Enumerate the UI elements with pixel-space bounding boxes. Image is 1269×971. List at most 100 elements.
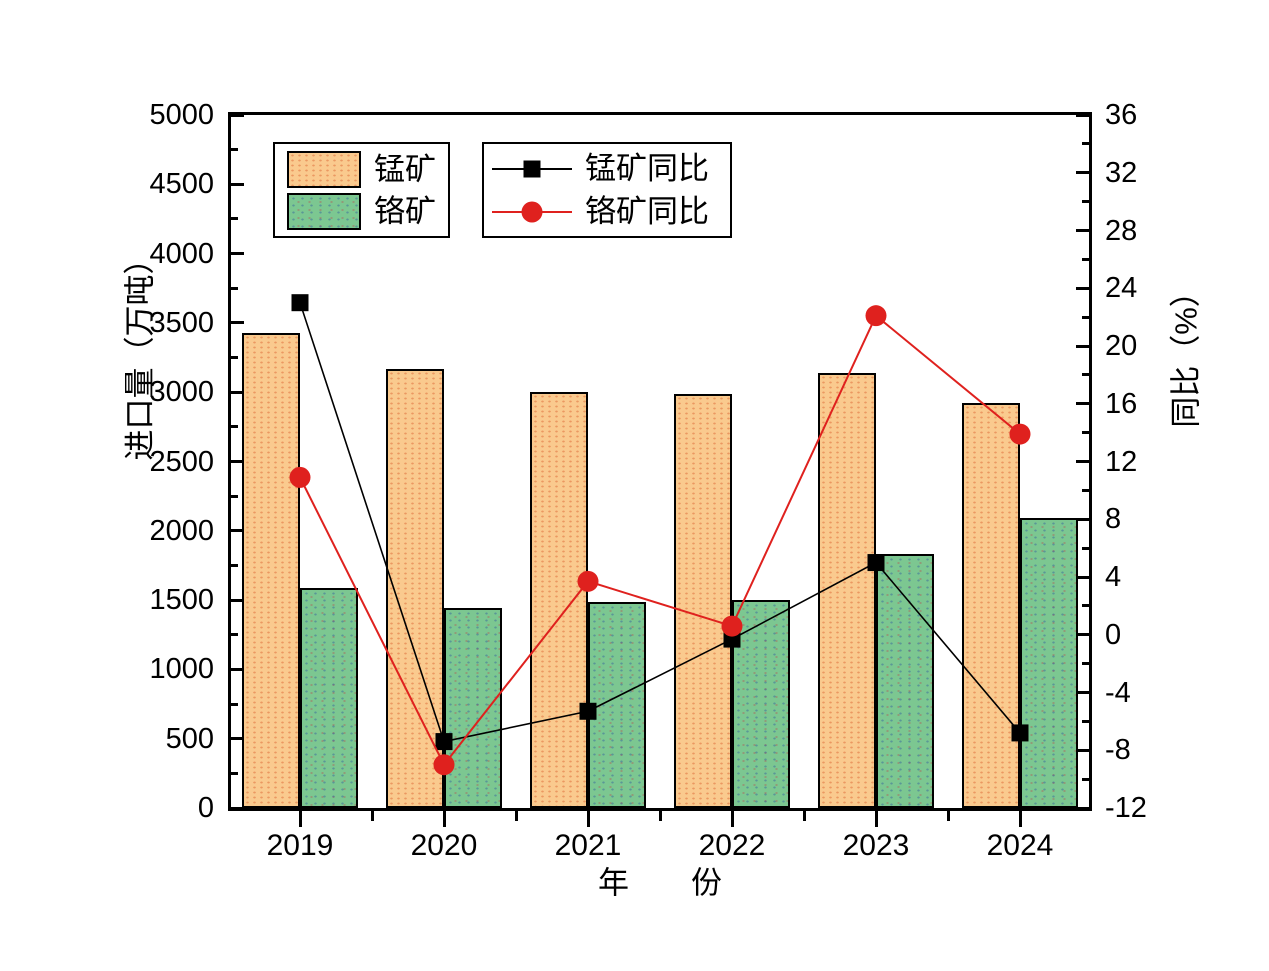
y-left-tick-1000 — [231, 667, 244, 671]
y-left-tick-0 — [231, 806, 244, 810]
y-right-tick--2 — [1082, 662, 1089, 666]
y-right-tick-18 — [1082, 373, 1089, 377]
legend-lines: 锰矿同比 铬矿同比 — [482, 142, 732, 238]
y-right-tick-12 — [1076, 460, 1089, 463]
y-left-tick-1750 — [231, 563, 238, 567]
y-left-tick-5000 — [231, 113, 244, 117]
y-axis-title-right: 同比（%） — [1168, 276, 1204, 428]
y-left-tick-label-4000: 4000 — [149, 237, 214, 270]
y-left-tick-2250 — [231, 494, 238, 498]
y-right-tick-label-28: 28 — [1105, 214, 1138, 247]
legend-line-square-marker-icon — [492, 157, 572, 181]
bar-manganese-2019 — [242, 333, 300, 808]
legend-line-circle-marker-icon — [492, 200, 572, 224]
y-left-tick-4500 — [231, 182, 244, 186]
bar-chromium-2019 — [300, 587, 358, 808]
legend-row-chromium: 铬矿 — [287, 192, 448, 230]
y-left-tick-4750 — [231, 148, 238, 152]
legend-swatch-chromium-icon — [287, 192, 361, 230]
y-left-tick-label-500: 500 — [165, 722, 214, 755]
legend-label-chromium: 铬矿 — [374, 193, 436, 229]
bar-manganese-2021 — [530, 392, 588, 808]
y-right-tick-label-8: 8 — [1105, 503, 1122, 536]
x-tick-label-2023: 2023 — [842, 829, 910, 862]
y-right-tick-label-32: 32 — [1105, 156, 1138, 189]
y-right-tick-32 — [1076, 171, 1089, 175]
y-right-tick-label--8: -8 — [1105, 734, 1131, 767]
y-left-tick-label-1000: 1000 — [149, 653, 214, 686]
x-major-tick — [730, 811, 734, 827]
legend-row-manganese-yoy: 锰矿同比 — [492, 150, 730, 187]
x-tick-label-2022: 2022 — [698, 829, 766, 862]
y-left-tick-3250 — [231, 356, 238, 360]
x-major-tick — [1018, 811, 1022, 827]
y-right-tick-label-20: 20 — [1105, 330, 1138, 362]
y-right-tick-28 — [1076, 229, 1089, 232]
bar-manganese-2020 — [386, 368, 444, 808]
y-left-tick-3500 — [231, 321, 244, 325]
y-right-tick-22 — [1082, 315, 1089, 319]
y-left-tick-label-2500: 2500 — [149, 445, 214, 478]
y-left-tick-750 — [231, 702, 238, 706]
y-right-tick-label-0: 0 — [1105, 618, 1122, 651]
y-left-tick-label-4500: 4500 — [149, 168, 214, 201]
x-major-tick — [874, 811, 878, 827]
y-left-tick-3750 — [231, 286, 238, 290]
x-minor-tick — [658, 811, 662, 821]
x-tick-label-2021: 2021 — [554, 829, 622, 862]
x-major-tick — [298, 811, 302, 827]
y-right-tick-label-24: 24 — [1105, 272, 1138, 305]
legend-label-chromium-yoy: 铬矿同比 — [585, 194, 709, 229]
y-left-tick-label-1500: 1500 — [149, 584, 214, 617]
bar-manganese-2024 — [962, 402, 1020, 808]
y-right-tick-6 — [1082, 546, 1089, 550]
x-minor-tick — [370, 811, 374, 821]
x-tick-label-2024: 2024 — [986, 829, 1054, 862]
y-right-tick-label-36: 36 — [1105, 99, 1138, 131]
bar-chromium-2024 — [1020, 518, 1078, 808]
y-axis-title-left: 进口量（万吨） — [122, 243, 158, 461]
y-left-tick-label-2000: 2000 — [149, 514, 214, 547]
y-left-tick-2750 — [231, 425, 238, 429]
x-minor-tick — [946, 811, 950, 821]
y-right-tick-20 — [1076, 344, 1089, 348]
legend-swatch-manganese-icon — [287, 150, 361, 188]
y-left-tick-250 — [231, 771, 238, 775]
legend-row-manganese: 锰矿 — [287, 150, 448, 188]
marker-锰矿同比-2019 — [291, 294, 309, 312]
y-right-tick-10 — [1082, 488, 1089, 492]
y-right-tick-16 — [1076, 402, 1089, 406]
legend-label-manganese-yoy: 锰矿同比 — [585, 151, 709, 186]
bar-chromium-2022 — [732, 600, 790, 808]
y-right-tick-8 — [1076, 517, 1089, 521]
y-right-tick-label-4: 4 — [1105, 561, 1122, 593]
y-right-tick-label-16: 16 — [1105, 387, 1138, 420]
x-minor-tick — [514, 811, 518, 821]
y-right-tick-36 — [1076, 113, 1089, 117]
marker-铬矿同比-2023 — [865, 305, 887, 327]
y-right-tick--4 — [1076, 691, 1089, 694]
y-right-tick--6 — [1082, 719, 1089, 723]
y-left-tick-2000 — [231, 529, 244, 533]
y-right-tick--8 — [1076, 748, 1089, 752]
legend-row-chromium-yoy: 铬矿同比 — [492, 193, 730, 230]
x-axis-title: 年 份 — [598, 865, 722, 901]
x-major-tick — [442, 811, 446, 827]
y-left-tick-label-3000: 3000 — [149, 376, 214, 409]
y-left-tick-4250 — [231, 217, 238, 221]
y-right-tick--10 — [1082, 777, 1089, 781]
legend-bars: 锰矿 铬矿 — [273, 142, 450, 238]
y-left-tick-label-0: 0 — [197, 792, 214, 824]
y-right-tick-30 — [1082, 200, 1089, 204]
y-right-tick-4 — [1076, 575, 1089, 579]
bar-manganese-2022 — [674, 393, 732, 808]
y-right-tick-0 — [1076, 633, 1089, 637]
y-right-tick-14 — [1082, 431, 1089, 435]
x-major-tick — [586, 811, 590, 827]
y-right-tick-2 — [1082, 604, 1089, 608]
x-tick-label-2019: 2019 — [266, 829, 334, 862]
bar-chromium-2021 — [588, 601, 646, 808]
y-left-tick-label-5000: 5000 — [149, 99, 214, 131]
bar-manganese-2023 — [818, 372, 876, 808]
